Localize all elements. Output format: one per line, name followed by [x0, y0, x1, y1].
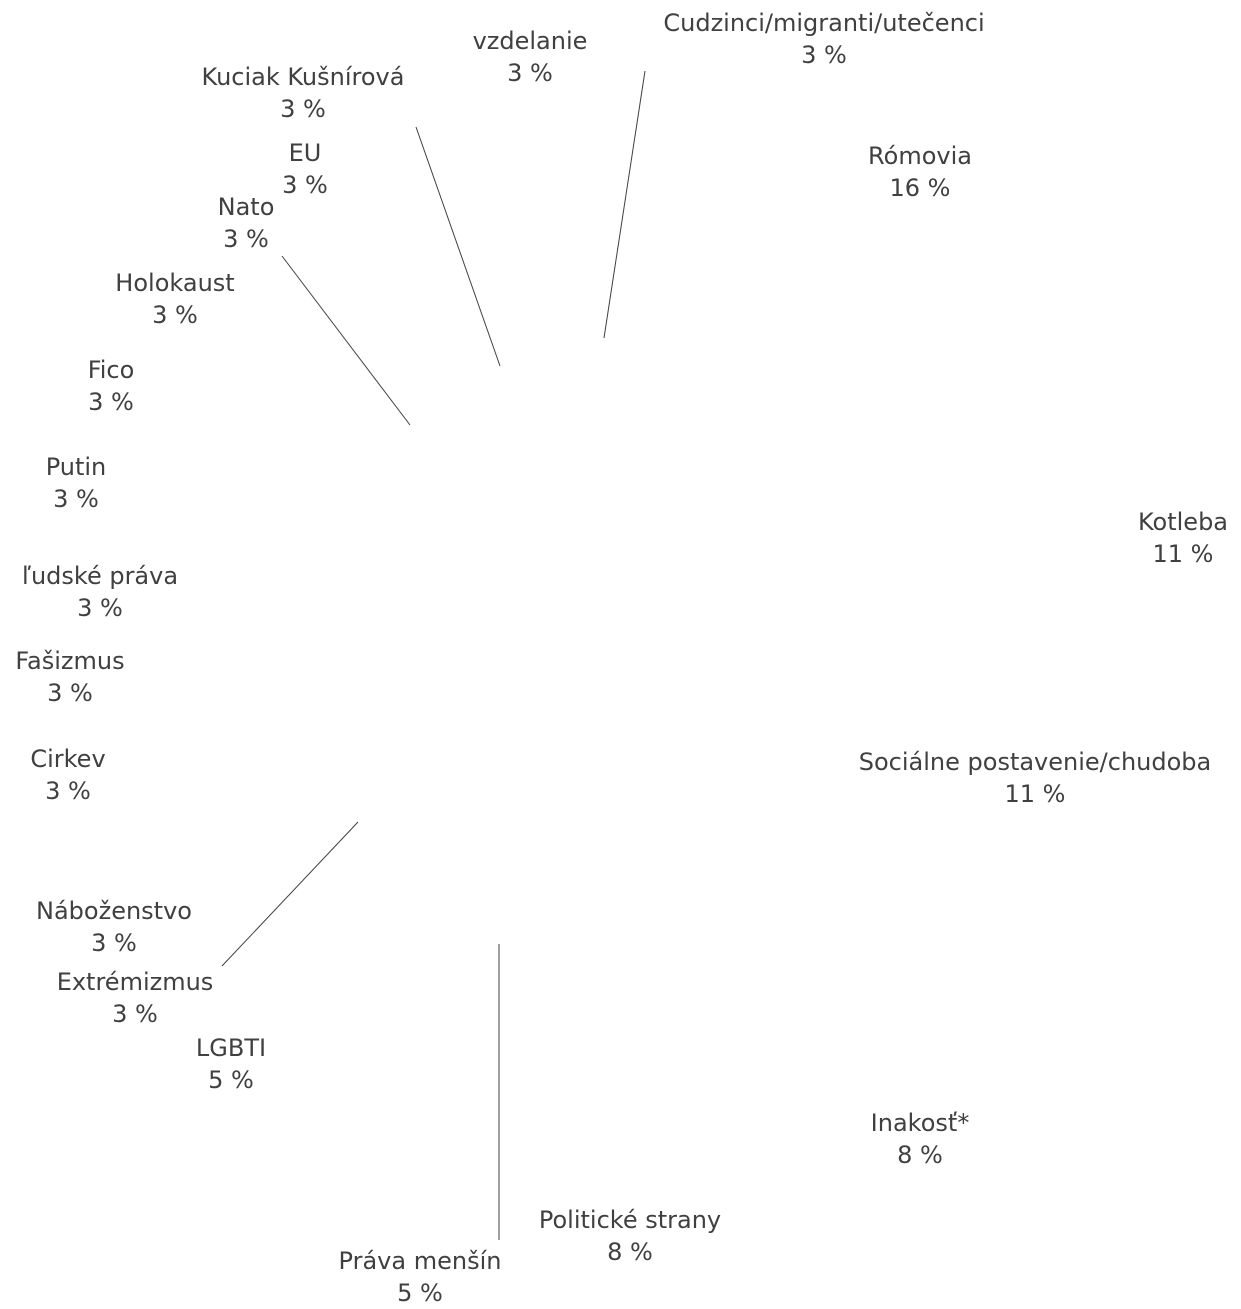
slice-value: 5 % [397, 1279, 443, 1307]
slice-label-putin: Putin 3 % [46, 451, 107, 515]
slice-value: 3 % [801, 41, 847, 69]
slice-label-cudzinci-migranti-utecenci: Cudzinci/migranti/utečenci 3 % [663, 7, 984, 71]
slice-label-holokaust: Holokaust 3 % [115, 267, 234, 331]
leader-line-cudzinci [603, 70, 646, 339]
slice-label-fasizmus: Fašizmus 3 % [15, 645, 124, 709]
slice-label-romovia: Rómovia 16 % [868, 140, 972, 204]
slice-name: Fašizmus [15, 647, 125, 675]
leader-line-nato [281, 255, 411, 426]
slice-label-inakost: Inakosť* 8 % [871, 1107, 970, 1171]
slice-label-extremizmus: Extrémizmus 3 % [57, 966, 214, 1030]
slice-name: Rómovia [868, 142, 972, 170]
slice-value: 3 % [53, 485, 99, 513]
slice-label-nato: Nato 3 % [218, 191, 275, 255]
slice-label-fico: Fico 3 % [88, 354, 135, 418]
slice-value: 3 % [77, 594, 123, 622]
slice-name: Fico [87, 356, 135, 384]
slice-name: Kuciak Kušnírová [201, 63, 405, 91]
slice-label-kuciak-kusnirova: Kuciak Kušnírová 3 % [202, 61, 405, 125]
slice-value: 3 % [91, 929, 137, 957]
slice-value: 3 % [280, 95, 326, 123]
slice-label-nabozenstvo: Náboženstvo 3 % [36, 895, 192, 959]
slice-label-kotleba: Kotleba 11 % [1138, 506, 1228, 570]
slice-label-socialne-postavenie-chudoba: Sociálne postavenie/chudoba 11 % [859, 746, 1211, 810]
slice-name: LGBTI [195, 1034, 267, 1062]
slice-name: Putin [45, 453, 107, 481]
slice-value: 5 % [208, 1066, 254, 1094]
slice-name: Extrémizmus [56, 968, 214, 996]
slice-name: Kotleba [1137, 508, 1229, 536]
slice-value: 3 % [112, 1000, 158, 1028]
leader-line-kuciak [415, 126, 501, 367]
slice-name: Inakosť* [870, 1109, 970, 1137]
slice-label-cirkev: Cirkev 3 % [30, 743, 105, 807]
slice-value: 16 % [889, 174, 951, 202]
slice-value: 3 % [45, 777, 91, 805]
slice-value: 3 % [152, 301, 198, 329]
slice-label-ludske-prava: ľudské práva 3 % [22, 560, 178, 624]
slice-name: Cirkev [30, 745, 106, 773]
slice-name: ľudské práva [21, 562, 179, 590]
slice-value: 3 % [282, 171, 328, 199]
slice-label-eu: EU 3 % [282, 137, 328, 201]
slice-name: Práva menšín [338, 1247, 502, 1275]
slice-name: Holokaust [115, 269, 235, 297]
slice-label-politicke-strany: Politické strany 8 % [539, 1204, 721, 1268]
slice-value: 3 % [223, 225, 269, 253]
slice-value: 3 % [88, 388, 134, 416]
slice-value: 11 % [1004, 780, 1066, 808]
slice-name: Cudzinci/migranti/utečenci [663, 9, 985, 37]
slice-value: 3 % [47, 679, 93, 707]
slice-value: 3 % [507, 59, 553, 87]
slice-name: Politické strany [538, 1206, 722, 1234]
slice-value: 8 % [607, 1238, 653, 1266]
slice-label-vzdelanie: vzdelanie 3 % [473, 25, 588, 89]
leader-line-extremizmus [221, 821, 359, 967]
slice-value: 11 % [1152, 540, 1214, 568]
slice-name: Sociálne postavenie/chudoba [858, 748, 1212, 776]
slice-name: vzdelanie [472, 27, 588, 55]
slice-label-lgbti: LGBTI 5 % [196, 1032, 266, 1096]
slice-name: Nato [217, 193, 275, 221]
slice-name: EU [288, 139, 322, 167]
slice-label-prava-mensin: Práva menšín 5 % [339, 1245, 502, 1309]
slice-value: 8 % [897, 1141, 943, 1169]
slice-name: Náboženstvo [36, 897, 192, 925]
